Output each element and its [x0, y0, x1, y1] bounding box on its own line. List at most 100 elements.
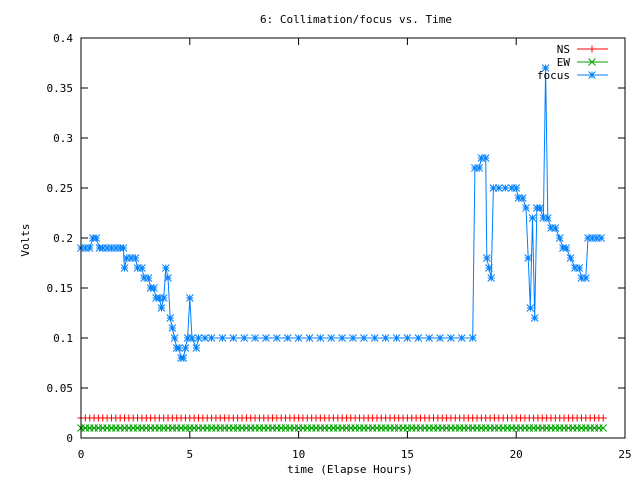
y-tick-label: 0.05 [47, 382, 74, 395]
data-point-focus [526, 304, 535, 312]
series-layer [77, 64, 608, 432]
data-point-focus [581, 274, 590, 282]
y-tick-label: 0 [66, 432, 73, 445]
data-point-focus [140, 274, 148, 282]
y-tick-label: 0.2 [53, 232, 73, 245]
data-point-focus [175, 344, 183, 352]
data-point-focus [272, 334, 281, 342]
data-point-focus [240, 334, 249, 342]
data-point-focus [164, 274, 172, 282]
data-point-focus [81, 244, 90, 252]
data-point-focus [201, 334, 209, 342]
data-point-focus [530, 314, 539, 322]
data-point-focus [414, 334, 423, 342]
data-point-focus [370, 334, 379, 342]
data-point-focus [528, 214, 537, 222]
data-point-focus [185, 294, 194, 302]
data-point-focus [482, 254, 491, 262]
x-tick-label: 5 [186, 448, 193, 461]
x-tick-label: 20 [510, 448, 523, 461]
data-point-focus [251, 334, 259, 342]
data-point-focus [360, 334, 368, 342]
legend-label-EW: EW [557, 56, 571, 69]
x-tick-label: 10 [292, 448, 305, 461]
data-point-focus [543, 214, 552, 222]
data-point-focus [501, 184, 510, 192]
data-point-focus [283, 334, 292, 342]
data-point-focus [541, 64, 550, 72]
series-focus [77, 64, 605, 362]
data-point-focus [327, 334, 336, 342]
y-tick-label: 0.15 [47, 282, 74, 295]
data-point-focus [316, 334, 325, 342]
data-point-focus [597, 234, 605, 242]
y-tick-label: 0.3 [53, 132, 73, 145]
legend-label-focus: focus [537, 69, 570, 82]
data-point-focus [127, 254, 135, 262]
data-point-focus [155, 294, 164, 302]
data-point-focus [539, 214, 548, 222]
x-tick-label: 25 [618, 448, 631, 461]
data-point-focus [584, 234, 592, 242]
data-point-focus [92, 234, 101, 242]
data-point-focus [477, 154, 486, 162]
data-point-focus [262, 334, 270, 342]
data-point-focus [425, 334, 434, 342]
data-point-focus [436, 334, 444, 342]
data-point-focus [144, 274, 153, 282]
axis-ticks: 0 5 10 15 20 25 0 0.05 0.1 0.15 0.2 0.25 0.3 0.35 0.4 [47, 32, 632, 461]
data-point-focus [475, 164, 484, 172]
data-point-focus [547, 224, 555, 232]
data-point-focus [122, 254, 131, 262]
x-tick-label: 0 [78, 448, 85, 461]
data-point-focus [562, 244, 571, 252]
data-point-focus [179, 354, 188, 362]
data-point-EW [599, 424, 608, 432]
data-point-focus [294, 334, 303, 342]
data-point-focus [349, 334, 357, 342]
data-point-focus [131, 254, 140, 262]
data-point-focus [555, 234, 564, 242]
series-NS [77, 414, 607, 422]
data-point-focus [566, 254, 575, 262]
data-point-focus [575, 264, 584, 272]
data-point-focus [305, 334, 314, 342]
data-point-focus [138, 264, 146, 272]
data-point-focus [229, 334, 238, 342]
y-tick-label: 0.4 [53, 32, 73, 45]
data-point-focus [218, 334, 227, 342]
data-point-focus [192, 344, 201, 352]
series-line-focus [81, 67, 602, 359]
data-point-focus [381, 334, 390, 342]
data-point-focus [468, 334, 477, 342]
data-point-focus [111, 244, 120, 252]
data-point-focus [536, 204, 544, 212]
y-tick-label: 0.25 [47, 182, 74, 195]
data-point-focus [170, 334, 179, 342]
data-point-focus [522, 204, 530, 212]
series-EW [77, 424, 608, 432]
legend-label-NS: NS [557, 43, 570, 56]
data-point-focus [392, 334, 401, 342]
legend-marker-NS [588, 45, 596, 53]
data-point-focus [489, 184, 498, 192]
data-point-focus [524, 254, 533, 262]
data-point-focus [85, 244, 94, 252]
data-point-focus [183, 334, 192, 342]
data-point-focus [188, 334, 196, 342]
data-point-focus [571, 264, 579, 272]
data-point-focus [159, 294, 168, 302]
data-point-focus [157, 304, 166, 312]
data-point-focus [471, 164, 479, 172]
data-point-NS [599, 414, 607, 422]
data-point-focus [120, 264, 129, 272]
legend-marker-focus [588, 71, 596, 79]
data-point-focus [181, 344, 190, 352]
data-point-focus [487, 274, 496, 282]
x-axis-label: time (Elapse Hours) [287, 463, 413, 476]
data-point-focus [512, 184, 521, 192]
data-point-focus [162, 264, 170, 272]
data-point-focus [588, 234, 597, 242]
